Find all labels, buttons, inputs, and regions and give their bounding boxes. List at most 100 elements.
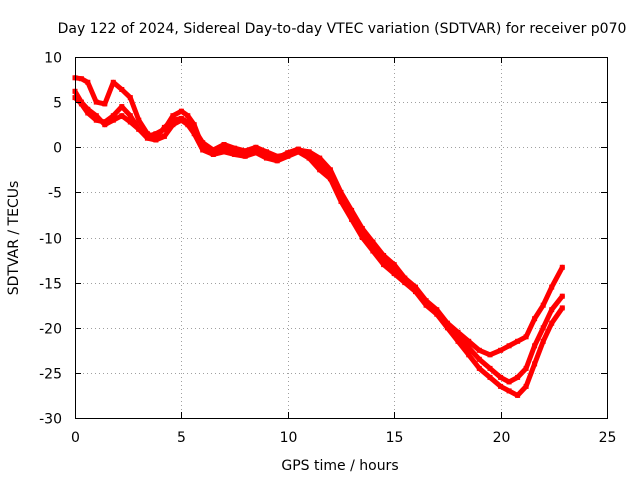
data-point	[317, 161, 323, 166]
data-point	[264, 152, 269, 157]
axis-ticks: 0 5 10 15 20 25 10 5 0 -5 -10 -15 -20 -25 -30	[39, 51, 616, 447]
data-point	[253, 144, 259, 150]
data-point	[549, 284, 555, 290]
data-point	[559, 264, 565, 270]
data-point	[455, 334, 461, 340]
data-point	[210, 152, 216, 157]
data-point	[119, 87, 125, 92]
data-point	[381, 262, 387, 268]
data-point	[549, 307, 555, 313]
data-point	[466, 345, 472, 351]
data-point	[93, 113, 99, 119]
data-point	[402, 278, 408, 284]
y-tick-label: 5	[53, 96, 62, 112]
x-tick-label: 15	[386, 430, 404, 446]
data-point	[306, 152, 312, 157]
data-point	[136, 117, 142, 123]
data-point	[391, 266, 397, 272]
data-point	[85, 79, 91, 85]
data-point	[317, 155, 323, 161]
x-axis-label: GPS time / hours	[281, 458, 398, 474]
data-point	[466, 352, 472, 358]
y-tick-label: 10	[44, 51, 62, 67]
data-point	[359, 230, 365, 236]
data-point	[110, 113, 116, 119]
data-point	[119, 113, 125, 119]
data-point	[191, 131, 197, 137]
data-point	[455, 338, 461, 344]
data-point	[102, 101, 108, 107]
data-point	[274, 155, 280, 161]
data-point	[185, 122, 191, 128]
y-tick-label: -5	[48, 186, 62, 202]
data-point	[559, 293, 565, 299]
x-tick-label: 25	[599, 430, 617, 446]
data-point	[185, 113, 191, 119]
data-point	[476, 365, 482, 371]
data-point	[523, 383, 529, 389]
data-point	[102, 119, 108, 125]
data-point	[153, 137, 159, 143]
data-point	[540, 325, 546, 331]
y-tick-label: 0	[53, 141, 62, 157]
data-point	[170, 122, 176, 128]
data-point	[413, 287, 418, 293]
data-point	[210, 149, 216, 155]
data-point	[559, 305, 565, 311]
data-point	[285, 150, 291, 156]
data-point	[102, 122, 108, 128]
data-point	[136, 126, 142, 132]
data-point	[487, 365, 493, 371]
data-point	[532, 316, 538, 322]
data-point	[85, 110, 91, 116]
y-tick-label: -10	[39, 232, 62, 248]
data-point	[253, 147, 259, 153]
data-point	[153, 131, 159, 137]
data-point	[455, 329, 461, 335]
data-point	[523, 365, 529, 371]
data-point	[127, 119, 133, 125]
data-point	[144, 133, 150, 139]
y-axis-label: SDTVAR / TECUs	[6, 181, 22, 296]
data-point	[498, 383, 504, 389]
data-point	[78, 76, 84, 82]
data-point	[178, 108, 184, 114]
data-point	[370, 244, 376, 249]
data-point	[540, 338, 546, 344]
data-point	[221, 149, 227, 155]
data-point	[515, 338, 521, 344]
data-point	[434, 309, 440, 314]
data-point	[381, 253, 387, 258]
grid	[75, 57, 607, 418]
data-point	[391, 271, 397, 277]
data-series	[72, 75, 565, 398]
data-point	[93, 117, 99, 123]
x-tick-label: 10	[280, 430, 298, 446]
data-point	[327, 167, 333, 173]
x-tick-label: 5	[177, 430, 186, 446]
data-point	[232, 145, 238, 151]
data-point	[264, 155, 269, 161]
data-point	[232, 152, 238, 157]
data-point	[161, 126, 167, 132]
data-point	[506, 379, 512, 385]
y-tick-label: -20	[39, 322, 62, 338]
data-point	[178, 117, 184, 123]
data-point	[221, 142, 227, 147]
data-point	[370, 239, 376, 245]
data-point	[370, 248, 376, 254]
data-point	[338, 194, 344, 200]
data-point	[200, 144, 206, 150]
data-point	[540, 302, 546, 308]
x-tick-label: 0	[71, 430, 80, 446]
data-point	[242, 150, 248, 156]
data-point	[476, 356, 482, 362]
data-point	[306, 155, 312, 161]
data-point	[523, 334, 529, 340]
data-point	[381, 257, 387, 263]
data-point	[161, 133, 167, 139]
data-point	[110, 117, 116, 123]
series-line-track-3	[72, 95, 565, 385]
data-point	[359, 235, 365, 240]
data-point	[317, 167, 323, 173]
